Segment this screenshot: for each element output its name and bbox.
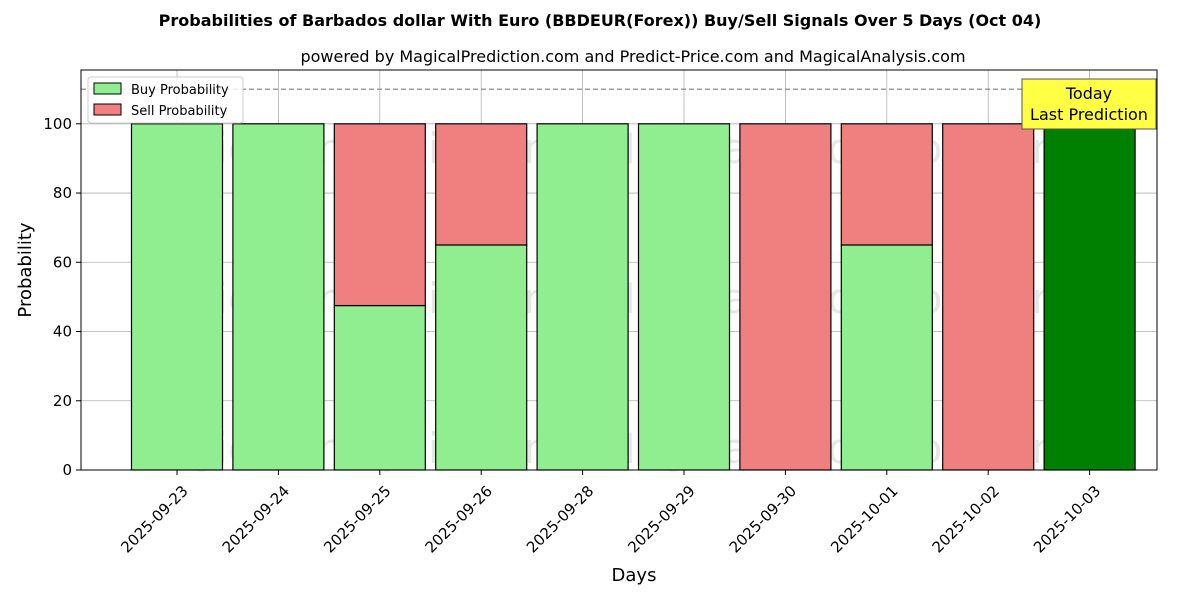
bar-buy xyxy=(840,244,933,471)
x-tick-label: 2025-09-28 xyxy=(523,482,597,556)
annotation-box xyxy=(1021,78,1157,130)
y-axis: 0 20 40 60 80 100 xyxy=(43,115,81,479)
y-axis-label: Probability xyxy=(15,222,36,317)
x-tick-label: 2025-10-02 xyxy=(929,482,1003,556)
chart-title: Probabilities of Barbados dollar With Eu… xyxy=(159,11,1042,30)
bar-buy xyxy=(130,123,224,471)
bar-sell xyxy=(435,123,528,246)
bar-sell xyxy=(333,123,426,307)
legend-label-sell: Sell Probability xyxy=(131,104,228,119)
x-axis: 2025-09-23 2025-09-24 2025-09-25 2025-09-26… xyxy=(117,470,1104,556)
y-tick-label: 0 xyxy=(62,461,72,479)
x-tick-label: 2025-09-24 xyxy=(219,482,293,556)
y-tick-label: 60 xyxy=(53,253,72,271)
legend-label-buy: Buy Probability xyxy=(131,83,229,98)
legend: Buy Probability Sell Probability xyxy=(87,76,244,124)
y-tick-label: 20 xyxy=(53,392,72,410)
bar-buy xyxy=(536,123,629,471)
legend-box xyxy=(87,76,244,124)
y-tick-label: 100 xyxy=(43,115,72,133)
y-tick-label: 40 xyxy=(53,323,72,341)
bar-buy xyxy=(232,123,325,471)
bar-buy xyxy=(435,244,528,471)
bars xyxy=(130,123,1136,471)
bar-sell xyxy=(840,123,933,246)
x-tick-label: 2025-10-03 xyxy=(1030,482,1104,556)
x-axis-label: Days xyxy=(612,565,657,586)
bar-buy xyxy=(1043,123,1136,471)
y-tick-label: 80 xyxy=(53,184,72,202)
legend-swatch-sell xyxy=(93,103,122,116)
x-tick-label: 2025-09-30 xyxy=(726,482,800,556)
bar-sell xyxy=(942,123,1035,471)
x-tick-label: 2025-09-23 xyxy=(117,482,191,556)
annotation-line1: Today xyxy=(1065,84,1112,103)
annotation: Today Last Prediction xyxy=(1021,78,1157,130)
annotation-line2: Last Prediction xyxy=(1030,105,1148,124)
x-tick-label: 2025-10-01 xyxy=(827,482,901,556)
bar-sell xyxy=(739,123,832,471)
chart-subtitle: powered by MagicalPrediction.com and Pre… xyxy=(300,47,965,66)
legend-swatch-buy xyxy=(93,82,122,95)
x-tick-label: 2025-09-29 xyxy=(624,482,698,556)
bar-buy xyxy=(333,304,426,471)
bar-buy xyxy=(637,123,731,471)
x-tick-label: 2025-09-25 xyxy=(320,482,394,556)
x-tick-label: 2025-09-26 xyxy=(422,482,496,556)
plot-frame xyxy=(80,69,1158,471)
